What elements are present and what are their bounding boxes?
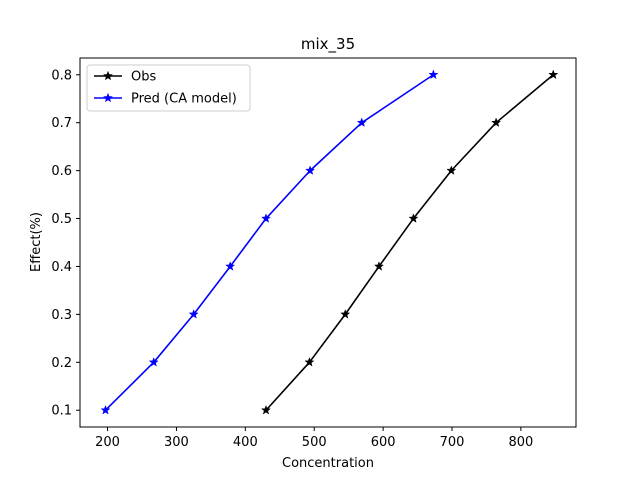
data-point xyxy=(225,261,236,271)
x-tick-label: 300 xyxy=(164,435,189,450)
y-tick-label: 0.1 xyxy=(51,404,72,419)
data-point xyxy=(260,213,272,223)
legend: Obs Pred (CA model) xyxy=(86,64,251,112)
data-point xyxy=(304,356,315,367)
x-tick-label: 200 xyxy=(95,435,120,450)
y-tick-label: 0.3 xyxy=(51,308,72,323)
y-tick-label: 0.8 xyxy=(51,68,72,83)
data-point xyxy=(100,404,111,415)
x-tick-label: 400 xyxy=(233,435,258,450)
legend-marker xyxy=(102,70,114,81)
x-tick-label: 800 xyxy=(508,435,533,450)
series-1 xyxy=(260,69,559,415)
x-tick-label: 700 xyxy=(440,435,465,450)
legend-label: Pred (CA model) xyxy=(131,92,237,107)
data-point xyxy=(260,404,272,415)
y-tick-label: 0.2 xyxy=(51,356,72,371)
plot-area xyxy=(100,69,559,415)
chart-title: mix_35 xyxy=(301,35,355,54)
legend-box xyxy=(86,64,251,112)
y-tick-label: 0.4 xyxy=(51,260,72,275)
legend-item: Obs xyxy=(94,70,156,85)
legend-item: Pred (CA model) xyxy=(94,92,237,107)
y-axis-title: Effect(%) xyxy=(29,212,44,272)
x-axis: 200 300 400 500 600 700 800 xyxy=(95,427,533,450)
data-point xyxy=(148,356,159,367)
y-tick-label: 0.6 xyxy=(51,164,72,179)
data-point xyxy=(491,117,502,128)
data-point xyxy=(305,165,316,175)
y-axis: 0.1 0.2 0.3 0.4 0.5 0.6 0.7 0.8 xyxy=(51,68,80,419)
x-tick-label: 500 xyxy=(302,435,327,450)
data-point xyxy=(356,117,367,128)
data-point xyxy=(188,309,199,319)
y-tick-label: 0.7 xyxy=(51,116,72,131)
y-tick-label: 0.5 xyxy=(51,212,72,227)
data-point xyxy=(373,261,385,271)
series-line xyxy=(265,74,554,411)
series-line xyxy=(104,74,434,411)
series-2 xyxy=(100,69,439,415)
data-point xyxy=(340,309,351,319)
legend-marker xyxy=(102,92,114,103)
x-axis-title: Concentration xyxy=(282,456,374,471)
x-tick-label: 600 xyxy=(371,435,396,450)
data-point xyxy=(408,213,419,223)
data-point xyxy=(428,69,439,80)
data-point xyxy=(548,69,559,80)
plot-frame xyxy=(79,57,577,428)
data-point xyxy=(446,165,457,175)
legend-label: Obs xyxy=(131,70,156,85)
